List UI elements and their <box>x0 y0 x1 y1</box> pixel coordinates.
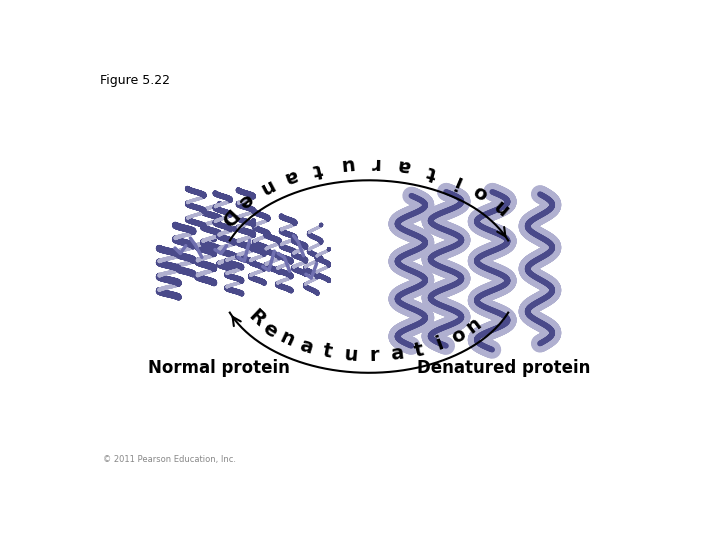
Text: D: D <box>215 204 240 229</box>
Text: u: u <box>338 154 354 174</box>
Text: t: t <box>321 342 334 362</box>
Text: u: u <box>343 345 358 365</box>
Text: t: t <box>412 340 426 360</box>
Text: a: a <box>282 165 300 188</box>
Text: i: i <box>451 171 464 191</box>
Text: n: n <box>276 327 297 350</box>
Text: Denatured protein: Denatured protein <box>417 359 590 377</box>
Text: a: a <box>396 156 412 176</box>
Text: Normal protein: Normal protein <box>148 359 289 377</box>
Text: Figure 5.22: Figure 5.22 <box>99 74 169 87</box>
Text: n: n <box>489 195 512 219</box>
Text: a: a <box>389 344 405 365</box>
Text: e: e <box>234 189 256 212</box>
Text: i: i <box>433 334 446 354</box>
Text: r: r <box>369 346 379 366</box>
Text: n: n <box>463 314 485 337</box>
Text: e: e <box>259 318 281 341</box>
Text: R: R <box>244 307 268 330</box>
Text: r: r <box>370 154 380 173</box>
Text: o: o <box>470 181 492 204</box>
Text: a: a <box>297 335 315 357</box>
Text: o: o <box>448 324 469 347</box>
Text: © 2011 Pearson Education, Inc.: © 2011 Pearson Education, Inc. <box>104 455 236 464</box>
Text: n: n <box>256 176 276 199</box>
Text: t: t <box>425 161 438 182</box>
Text: t: t <box>311 159 324 179</box>
